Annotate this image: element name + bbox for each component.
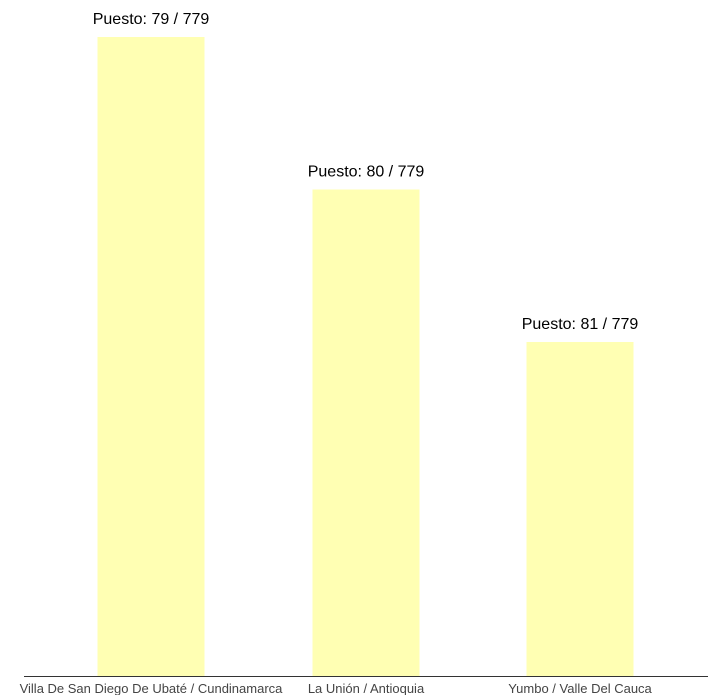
x-tick-label: La Unión / Antioquia (308, 681, 425, 695)
x-tick-labels-layer: Villa De San Diego De Ubaté / Cundinamar… (20, 681, 653, 696)
x-tick-label: Yumbo / Valle Del Cauca (508, 681, 652, 695)
data-labels-layer: Puesto: 79 / 779 Puesto: 80 / 779 Puesto: … (93, 11, 639, 333)
bar-data-label: Puesto: 80 / 779 (308, 164, 425, 181)
bar-data-label: Puesto: 79 / 779 (93, 11, 210, 28)
bars-layer (97, 37, 634, 676)
bar (312, 189, 420, 676)
bar (97, 37, 205, 676)
x-tick-label: Villa De San Diego De Ubaté / Cundinamar… (20, 681, 284, 695)
bar (526, 342, 634, 676)
bar-data-label: Puesto: 81 / 779 (522, 316, 639, 333)
